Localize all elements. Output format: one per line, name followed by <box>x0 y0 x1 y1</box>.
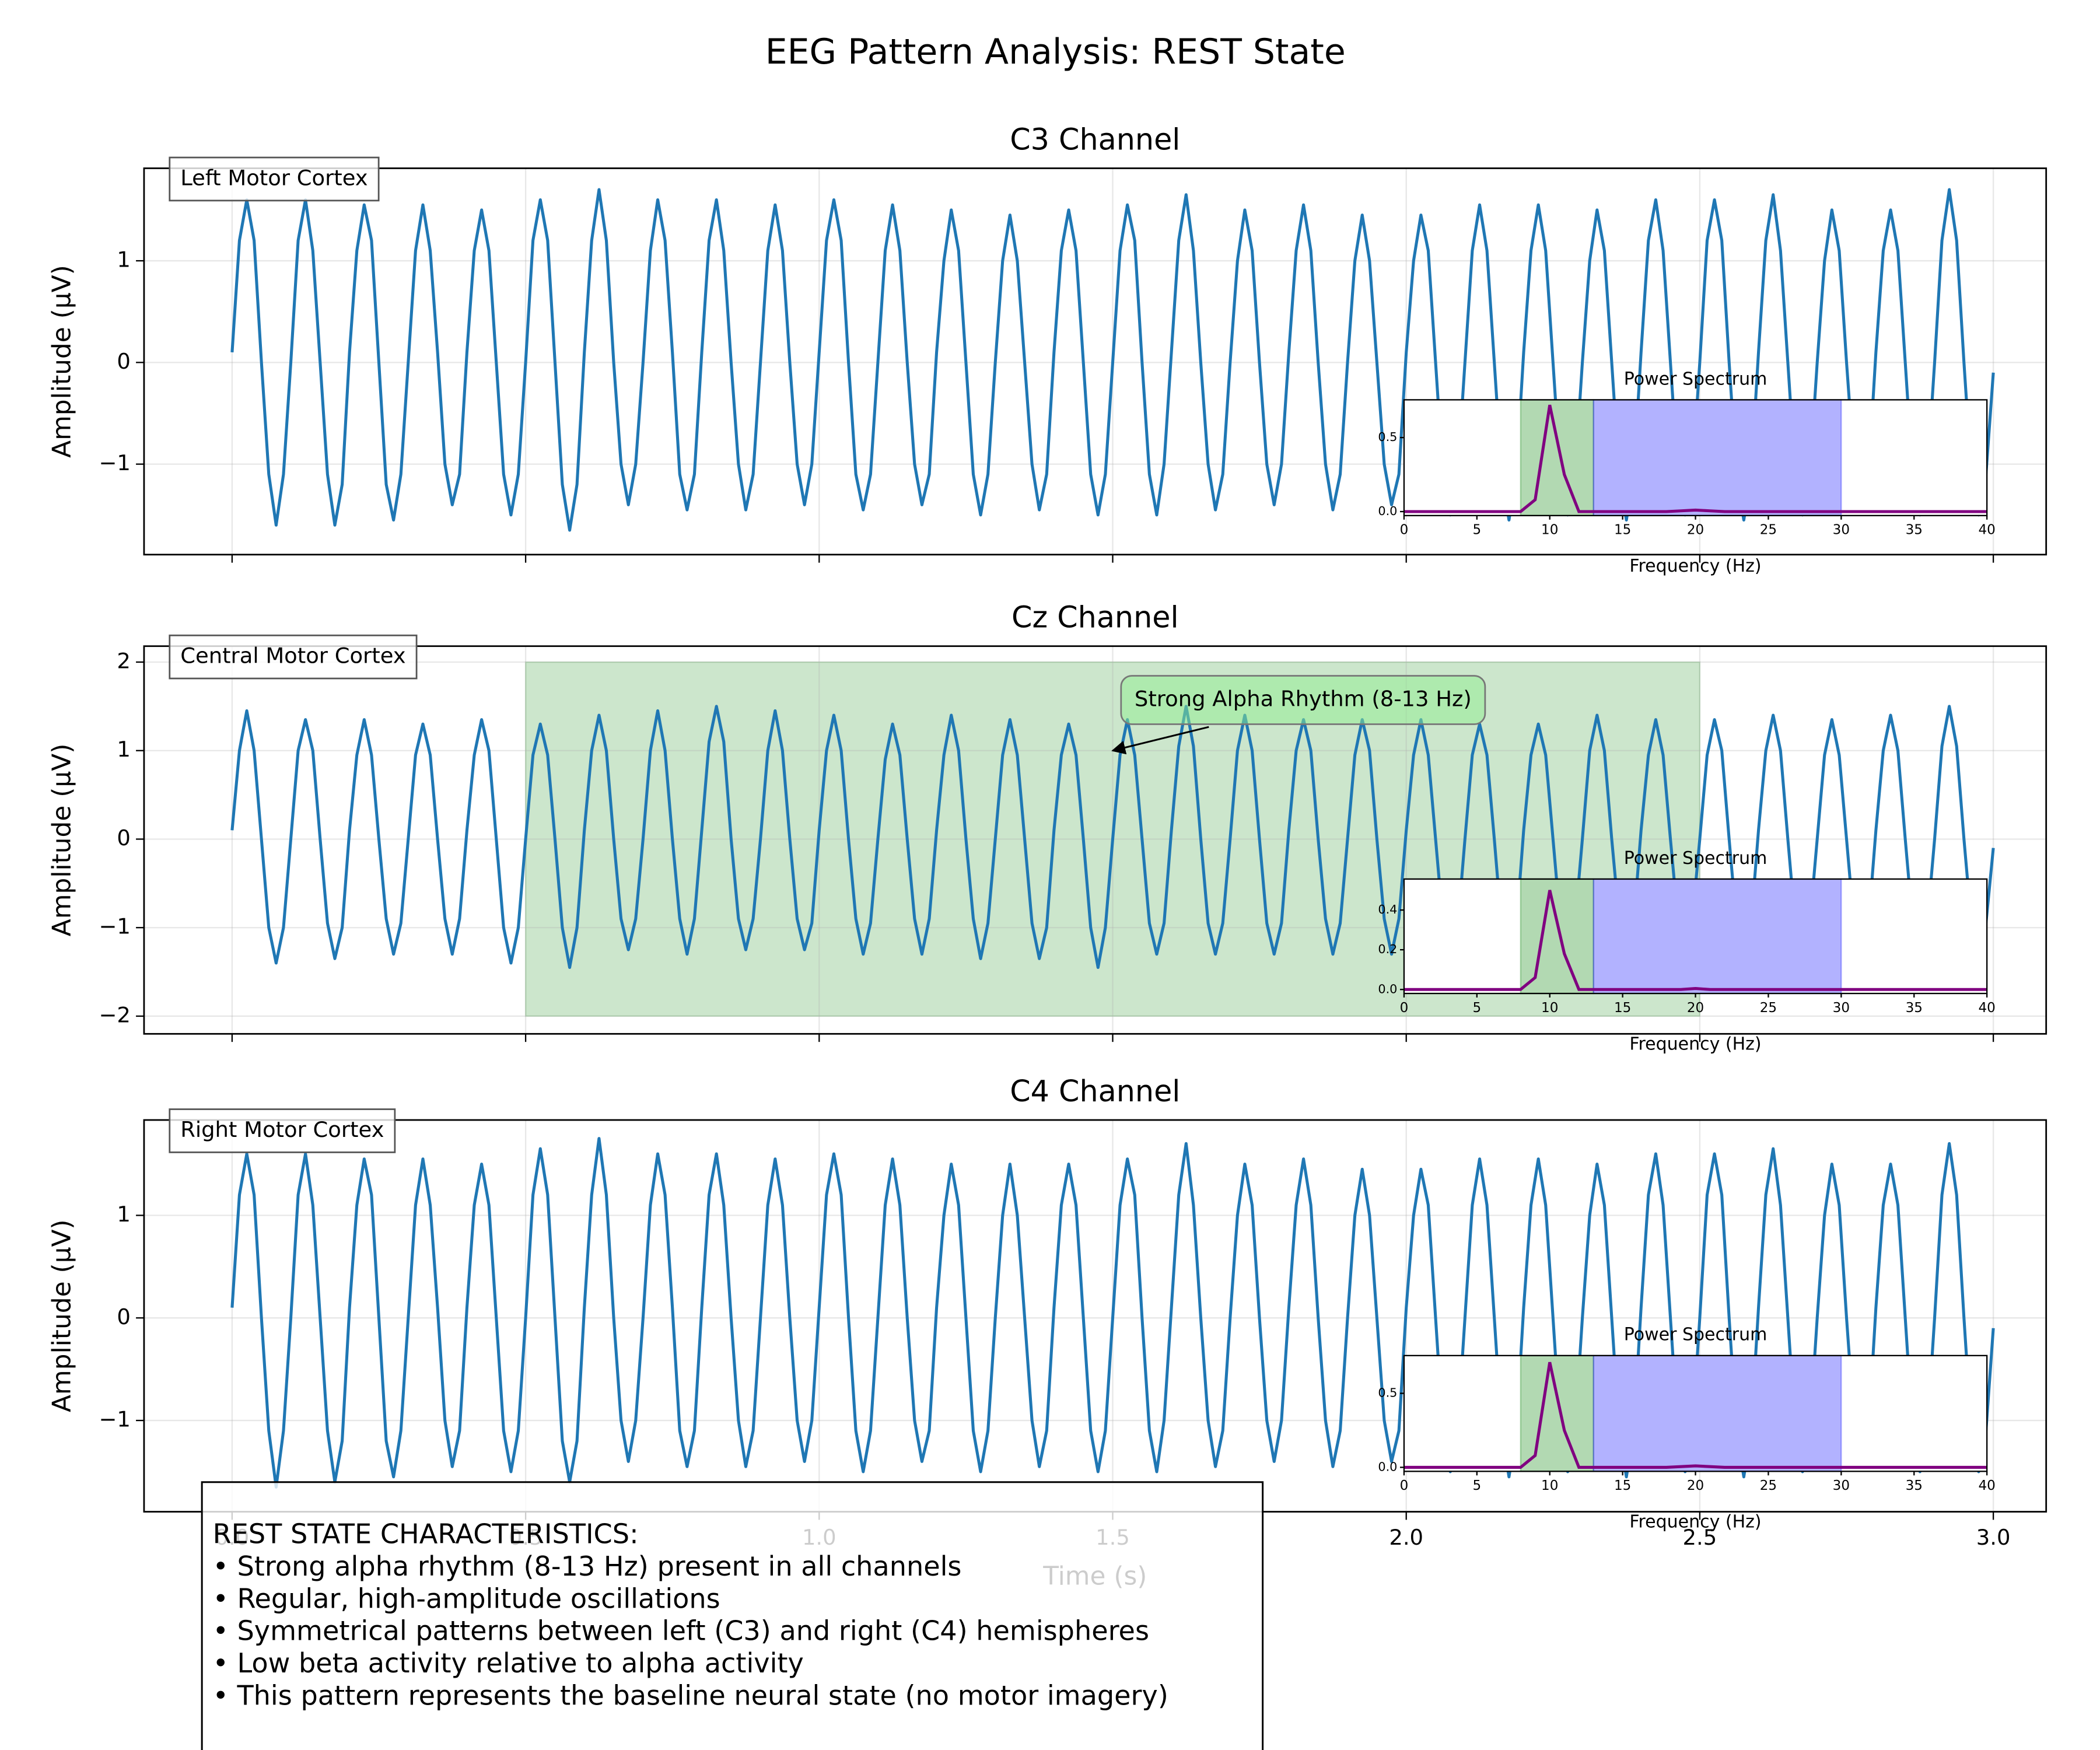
region-label-box <box>169 634 418 680</box>
inset-y-tick-label: 0.4 <box>1378 902 1397 916</box>
inset-x-tick-label: 5 <box>1472 1000 1481 1016</box>
inset-x-tick-label: 20 <box>1687 523 1704 538</box>
summary-line: • This pattern represents the baseline n… <box>213 1680 1168 1712</box>
inset-x-tick-label: 35 <box>1906 523 1923 538</box>
inset-title: Power Spectrum <box>1624 848 1768 869</box>
y-tick-label: −1 <box>99 1407 130 1432</box>
y-axis-label: Amplitude (µV) <box>47 1219 76 1412</box>
y-tick-label: −2 <box>99 1002 130 1027</box>
axes-frame <box>143 167 2048 556</box>
y-tick-label: 1 <box>117 1202 130 1227</box>
region-label-box <box>169 1108 396 1153</box>
frequency-band <box>1520 1354 1594 1472</box>
frequency-band <box>1592 878 1842 995</box>
inset-x-tick-label: 25 <box>1760 1000 1777 1016</box>
y-tick-label: −1 <box>99 914 130 939</box>
channel-title: C3 Channel <box>1010 122 1180 156</box>
figure-title: EEG Pattern Analysis: REST State <box>765 32 1346 72</box>
frequency-band <box>1592 1354 1842 1472</box>
region-label: Right Motor Cortex <box>180 1117 384 1142</box>
inset-y-tick-label: 0.0 <box>1378 982 1397 996</box>
summary-line: • Strong alpha rhythm (8-13 Hz) present … <box>213 1550 962 1582</box>
annotation-arrow <box>1111 726 1209 755</box>
inset-x-tick-label: 25 <box>1760 1478 1777 1493</box>
axes-frame <box>143 645 2048 1035</box>
y-tick-label: 1 <box>117 737 130 762</box>
summary-box <box>201 1481 1264 1750</box>
region-label: Central Motor Cortex <box>180 643 405 668</box>
inset-x-tick-label: 10 <box>1541 1000 1558 1016</box>
inset-background <box>1404 878 1987 994</box>
inset-background <box>1404 400 1987 516</box>
inset-x-tick-label: 25 <box>1760 523 1777 538</box>
inset-x-tick-label: 35 <box>1906 1000 1923 1016</box>
y-axis-label: Amplitude (µV) <box>47 265 76 458</box>
inset-x-tick-label: 35 <box>1906 1478 1923 1493</box>
frequency-band <box>1592 399 1842 516</box>
inset-x-tick-label: 0 <box>1400 523 1409 538</box>
inset-x-tick-label: 15 <box>1614 1478 1631 1493</box>
inset-x-tick-label: 40 <box>1978 1478 1995 1493</box>
inset-x-label: Frequency (Hz) <box>1629 556 1761 576</box>
region-label-box <box>169 156 380 202</box>
annotation-box <box>1120 675 1486 725</box>
y-tick-label: 0 <box>117 825 130 850</box>
inset-y-tick-label: 0.0 <box>1378 504 1397 518</box>
x-tick-label: 2.5 <box>1683 1525 1717 1550</box>
inset-x-tick-label: 5 <box>1472 1478 1481 1493</box>
inset-x-tick-label: 30 <box>1833 1478 1850 1493</box>
inset-x-tick-label: 0 <box>1400 1000 1409 1016</box>
x-tick-label: 2.0 <box>1389 1525 1423 1550</box>
inset-background <box>1404 1355 1987 1472</box>
y-tick-label: 1 <box>117 247 130 272</box>
channel-title: C4 Channel <box>1010 1074 1180 1108</box>
inset-x-tick-label: 40 <box>1978 523 1995 538</box>
inset-x-tick-label: 20 <box>1687 1478 1704 1493</box>
inset-y-tick-label: 0.5 <box>1378 1386 1397 1400</box>
inset-x-tick-label: 0 <box>1400 1478 1409 1493</box>
inset-y-tick-label: 0.2 <box>1378 942 1397 956</box>
frequency-band <box>1520 399 1594 516</box>
channel-title: Cz Channel <box>1012 600 1179 635</box>
y-tick-label: 0 <box>117 1304 130 1329</box>
inset-x-tick-label: 40 <box>1978 1000 1995 1016</box>
y-tick-label: 2 <box>117 649 130 674</box>
eeg-line <box>230 188 1995 532</box>
inset-y-tick-label: 0.0 <box>1378 1460 1397 1474</box>
x-tick-label: 3.0 <box>1976 1525 2011 1550</box>
summary-line: REST STATE CHARACTERISTICS: <box>213 1518 639 1550</box>
summary-line: • Regular, high-amplitude oscillations <box>213 1583 720 1614</box>
eeg-line <box>230 705 1995 970</box>
inset-y-tick-label: 0.5 <box>1378 430 1397 444</box>
inset-x-tick-label: 30 <box>1833 523 1850 538</box>
region-label: Left Motor Cortex <box>180 165 368 190</box>
spectrum-line <box>1404 1362 1987 1469</box>
summary-line: • Low beta activity relative to alpha ac… <box>213 1647 804 1679</box>
inset-x-tick-label: 10 <box>1541 1478 1558 1493</box>
annotation-text: Strong Alpha Rhythm (8-13 Hz) <box>1135 687 1472 712</box>
spectrum-line <box>1404 890 1987 991</box>
inset-x-tick-label: 5 <box>1472 523 1481 538</box>
frequency-band <box>1520 878 1594 995</box>
inset-x-tick-label: 10 <box>1541 523 1558 538</box>
y-tick-label: 0 <box>117 349 130 374</box>
inset-x-tick-label: 30 <box>1833 1000 1850 1016</box>
inset-x-tick-label: 15 <box>1614 523 1631 538</box>
inset-title: Power Spectrum <box>1624 369 1768 389</box>
eeg-line <box>230 1137 1995 1489</box>
inset-title: Power Spectrum <box>1624 1325 1768 1345</box>
inset-x-label: Frequency (Hz) <box>1629 1034 1761 1054</box>
spectrum-line <box>1404 404 1987 513</box>
y-tick-label: −1 <box>99 450 130 475</box>
summary-line: • Symmetrical patterns between left (C3)… <box>213 1615 1149 1647</box>
inset-x-tick-label: 20 <box>1687 1000 1704 1016</box>
inset-x-label: Frequency (Hz) <box>1629 1512 1761 1532</box>
y-axis-label: Amplitude (µV) <box>47 744 76 937</box>
inset-x-tick-label: 15 <box>1614 1000 1631 1016</box>
